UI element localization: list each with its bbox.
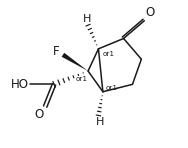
Text: O: O xyxy=(146,6,155,19)
Polygon shape xyxy=(62,53,88,71)
Text: or1: or1 xyxy=(102,51,114,57)
Text: F: F xyxy=(53,45,59,58)
Text: H: H xyxy=(96,117,104,127)
Text: H: H xyxy=(82,14,91,24)
Text: or1: or1 xyxy=(106,85,118,91)
Text: HO: HO xyxy=(11,78,29,91)
Text: O: O xyxy=(34,108,44,121)
Text: or1: or1 xyxy=(75,76,87,82)
